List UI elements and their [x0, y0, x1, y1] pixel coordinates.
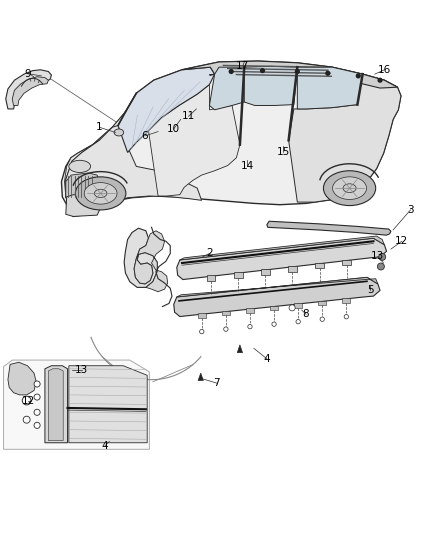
Ellipse shape	[114, 129, 124, 136]
Text: 8: 8	[303, 309, 309, 319]
Polygon shape	[4, 360, 149, 449]
Text: 4: 4	[264, 354, 270, 364]
Polygon shape	[48, 369, 63, 441]
Polygon shape	[244, 66, 297, 106]
Text: 1: 1	[96, 122, 102, 132]
Text: 6: 6	[142, 131, 148, 141]
Circle shape	[325, 71, 330, 76]
Circle shape	[289, 305, 295, 311]
Circle shape	[296, 319, 300, 324]
Ellipse shape	[343, 184, 356, 192]
Text: 9: 9	[24, 69, 31, 79]
Circle shape	[22, 396, 31, 405]
Polygon shape	[288, 266, 297, 271]
Circle shape	[378, 263, 385, 270]
Polygon shape	[61, 61, 401, 216]
Polygon shape	[294, 303, 302, 308]
Text: 10: 10	[167, 124, 180, 134]
Ellipse shape	[332, 177, 367, 199]
Circle shape	[200, 329, 204, 334]
Polygon shape	[64, 112, 125, 216]
Polygon shape	[237, 345, 243, 353]
Text: 15: 15	[277, 148, 290, 157]
Polygon shape	[270, 306, 278, 310]
Polygon shape	[177, 277, 378, 297]
Polygon shape	[246, 309, 254, 313]
Polygon shape	[66, 195, 101, 216]
Text: 14: 14	[240, 161, 254, 172]
Polygon shape	[6, 70, 51, 109]
Text: 12: 12	[22, 395, 35, 406]
Circle shape	[344, 314, 349, 319]
Polygon shape	[261, 269, 270, 274]
Text: 3: 3	[407, 205, 414, 215]
Polygon shape	[148, 85, 240, 196]
Circle shape	[379, 254, 386, 261]
Circle shape	[34, 381, 40, 387]
Text: 16: 16	[378, 65, 391, 75]
Circle shape	[248, 325, 252, 329]
Circle shape	[260, 68, 265, 73]
Text: 12: 12	[395, 236, 408, 246]
Text: 17: 17	[237, 61, 250, 71]
Polygon shape	[297, 67, 363, 109]
Polygon shape	[174, 277, 380, 317]
Polygon shape	[198, 313, 206, 318]
Ellipse shape	[84, 183, 117, 204]
Text: 2: 2	[206, 248, 213, 259]
Polygon shape	[8, 362, 36, 395]
Polygon shape	[177, 238, 387, 279]
Circle shape	[356, 73, 361, 78]
Text: 13: 13	[75, 365, 88, 375]
Circle shape	[224, 327, 228, 332]
Text: 7: 7	[213, 378, 220, 388]
Polygon shape	[66, 125, 201, 216]
Circle shape	[272, 322, 276, 326]
Circle shape	[34, 394, 40, 400]
Polygon shape	[209, 67, 244, 110]
Polygon shape	[180, 236, 385, 260]
Polygon shape	[343, 298, 350, 303]
Polygon shape	[118, 67, 215, 152]
Text: 13: 13	[371, 252, 385, 262]
Ellipse shape	[323, 171, 376, 206]
Ellipse shape	[71, 198, 84, 205]
Text: 4: 4	[102, 441, 108, 451]
Circle shape	[23, 416, 30, 423]
Circle shape	[229, 69, 234, 74]
Polygon shape	[289, 74, 401, 202]
Polygon shape	[69, 366, 147, 443]
Polygon shape	[342, 260, 351, 265]
Polygon shape	[267, 221, 391, 235]
Polygon shape	[198, 373, 203, 381]
Polygon shape	[45, 366, 67, 443]
Circle shape	[320, 317, 325, 321]
Circle shape	[34, 409, 40, 415]
Polygon shape	[315, 263, 324, 269]
Polygon shape	[234, 272, 243, 278]
Circle shape	[34, 422, 40, 429]
Polygon shape	[134, 231, 168, 292]
Polygon shape	[12, 77, 48, 106]
Ellipse shape	[94, 189, 107, 198]
Circle shape	[295, 69, 300, 74]
Polygon shape	[222, 311, 230, 315]
Text: 11: 11	[182, 111, 195, 122]
Text: 5: 5	[367, 286, 374, 295]
Ellipse shape	[69, 160, 91, 173]
Polygon shape	[66, 173, 99, 198]
Circle shape	[378, 78, 383, 83]
Polygon shape	[207, 276, 215, 281]
Polygon shape	[182, 61, 397, 88]
Ellipse shape	[75, 177, 126, 210]
Polygon shape	[124, 228, 157, 287]
Polygon shape	[318, 301, 326, 305]
